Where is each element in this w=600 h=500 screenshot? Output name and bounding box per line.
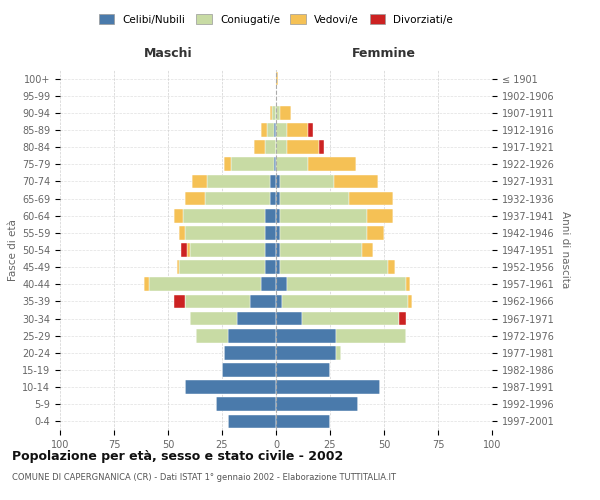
Bar (224, 346, 276, 360)
Y-axis label: Fasce di età: Fasce di età (8, 219, 18, 281)
Bar (276, 398, 358, 411)
Bar (280, 106, 291, 120)
Bar (276, 192, 280, 205)
Bar (176, 260, 179, 274)
Bar (276, 346, 337, 360)
Bar (280, 192, 349, 205)
Bar (175, 294, 185, 308)
Bar (388, 260, 395, 274)
Bar (183, 209, 265, 222)
Bar (276, 174, 280, 188)
Bar (280, 174, 334, 188)
Bar (399, 312, 406, 326)
Bar (276, 226, 280, 239)
Text: Maschi: Maschi (143, 46, 193, 60)
Bar (265, 140, 276, 154)
Bar (276, 123, 287, 137)
Bar (185, 226, 265, 239)
Bar (276, 158, 308, 171)
Bar (406, 278, 410, 291)
Bar (276, 414, 330, 428)
Y-axis label: Anni di nascita: Anni di nascita (560, 212, 570, 288)
Bar (265, 243, 276, 257)
Bar (179, 260, 265, 274)
Bar (280, 260, 388, 274)
Bar (276, 106, 280, 120)
Bar (261, 278, 276, 291)
Bar (280, 243, 362, 257)
Bar (190, 243, 265, 257)
Bar (269, 174, 276, 188)
Bar (276, 363, 330, 377)
Bar (222, 363, 276, 377)
Bar (319, 140, 323, 154)
Bar (230, 158, 274, 171)
Bar (276, 209, 280, 222)
Bar (207, 174, 269, 188)
Bar (190, 312, 237, 326)
Text: Popolazione per età, sesso e stato civile - 2002: Popolazione per età, sesso e stato civil… (12, 450, 343, 463)
Bar (185, 294, 250, 308)
Bar (337, 329, 406, 342)
Legend: Celibi/Nubili, Coniugati/e, Vedovi/e, Divorziati/e: Celibi/Nubili, Coniugati/e, Vedovi/e, Di… (95, 10, 457, 29)
Bar (181, 243, 187, 257)
Bar (308, 123, 313, 137)
Bar (261, 123, 268, 137)
Bar (276, 243, 280, 257)
Bar (224, 158, 230, 171)
Bar (215, 398, 276, 411)
Bar (265, 226, 276, 239)
Bar (205, 192, 269, 205)
Bar (337, 346, 341, 360)
Bar (276, 278, 287, 291)
Bar (367, 226, 384, 239)
Bar (269, 192, 276, 205)
Bar (144, 278, 149, 291)
Bar (237, 312, 276, 326)
Bar (149, 278, 261, 291)
Bar (276, 140, 287, 154)
Bar (192, 174, 207, 188)
Bar (229, 414, 276, 428)
Bar (185, 380, 276, 394)
Bar (254, 140, 265, 154)
Text: COMUNE DI CAPERGNANICA (CR) - Dati ISTAT 1° gennaio 2002 - Elaborazione TUTTITAL: COMUNE DI CAPERGNANICA (CR) - Dati ISTAT… (12, 472, 396, 482)
Bar (334, 174, 377, 188)
Bar (274, 158, 276, 171)
Bar (280, 226, 367, 239)
Bar (349, 192, 392, 205)
Bar (179, 226, 185, 239)
Bar (280, 209, 367, 222)
Bar (265, 209, 276, 222)
Bar (276, 260, 280, 274)
Bar (269, 106, 272, 120)
Bar (362, 243, 373, 257)
Bar (274, 123, 276, 137)
Bar (287, 123, 308, 137)
Bar (185, 192, 205, 205)
Bar (276, 312, 302, 326)
Bar (283, 294, 408, 308)
Bar (287, 278, 406, 291)
Bar (250, 294, 276, 308)
Bar (367, 209, 392, 222)
Bar (268, 123, 274, 137)
Bar (229, 329, 276, 342)
Bar (276, 380, 380, 394)
Bar (187, 243, 190, 257)
Bar (408, 294, 412, 308)
Bar (272, 106, 276, 120)
Bar (276, 294, 283, 308)
Bar (287, 140, 319, 154)
Bar (276, 72, 278, 86)
Bar (276, 329, 337, 342)
Bar (302, 312, 399, 326)
Bar (196, 329, 229, 342)
Text: Femmine: Femmine (352, 46, 416, 60)
Bar (265, 260, 276, 274)
Bar (308, 158, 356, 171)
Bar (175, 209, 183, 222)
